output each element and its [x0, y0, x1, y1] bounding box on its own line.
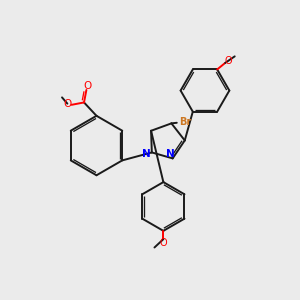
- Text: O: O: [225, 56, 232, 65]
- Text: O: O: [160, 238, 167, 248]
- Text: O: O: [83, 81, 92, 91]
- Text: N: N: [166, 149, 175, 159]
- Text: O: O: [63, 99, 71, 109]
- Text: Br: Br: [180, 117, 192, 127]
- Text: N: N: [142, 149, 151, 159]
